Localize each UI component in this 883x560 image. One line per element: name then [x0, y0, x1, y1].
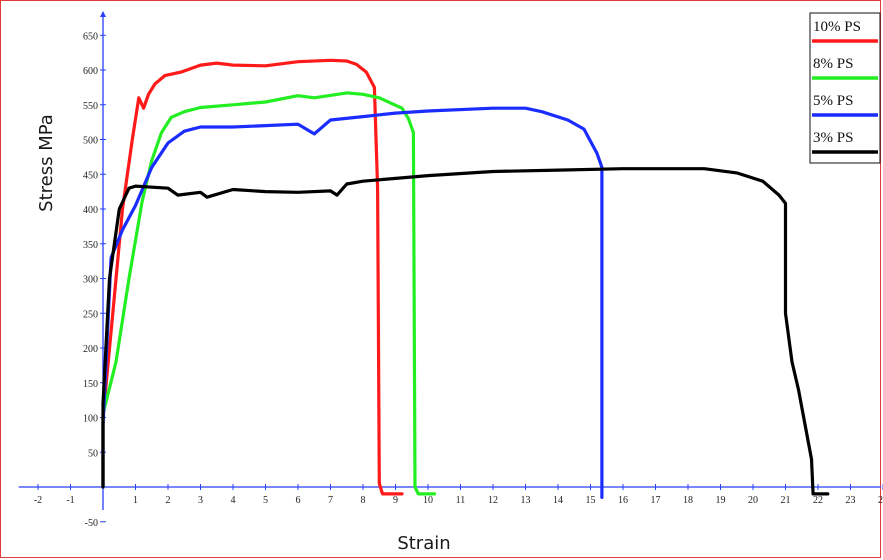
y-tick-label: 500 — [83, 136, 98, 147]
x-tick-label: 22 — [813, 495, 823, 506]
legend-box — [809, 12, 881, 164]
x-tick-label: 24 — [878, 495, 883, 506]
x-tick-label: 9 — [393, 495, 398, 506]
legend-label: 5% PS — [813, 93, 853, 109]
legend: 10% PS 8% PS 5% PS 3% PS — [809, 12, 881, 164]
x-tick-label: 17 — [651, 495, 661, 506]
x-tick-label: 10 — [423, 495, 433, 506]
x-tick-label: 21 — [781, 495, 791, 506]
y-tick-label: -50 — [85, 518, 98, 529]
x-tick-label: 19 — [716, 495, 726, 506]
x-axis-title: Strain — [397, 533, 450, 554]
legend-label: 3% PS — [813, 130, 853, 146]
y-axis-title: Stress MPa — [36, 114, 57, 212]
x-tick-label: 15 — [586, 495, 596, 506]
y-tick-label: 450 — [83, 170, 98, 181]
y-tick-label: 150 — [83, 379, 98, 390]
x-tick-label: 13 — [521, 495, 531, 506]
series-line-1 — [101, 91, 437, 496]
y-tick-label: 600 — [83, 66, 98, 77]
y-tick-label: 50 — [88, 448, 98, 459]
x-tick-label: 23 — [846, 495, 856, 506]
tick-labels: -2 -1 1 2 3 4 5 6 7 8 9 10 11 12 13 14 15 16 17 18 19 20 21 22 2… — [34, 31, 883, 529]
x-tick-label: 20 — [748, 495, 758, 506]
y-tick-label: 100 — [83, 414, 98, 425]
x-tick-label: 18 — [683, 495, 693, 506]
y-tick-label: 550 — [83, 101, 98, 112]
x-tick-label: 11 — [456, 495, 466, 506]
x-tick-label: 3 — [198, 495, 203, 506]
x-tick-label: 5 — [263, 495, 268, 506]
y-axis-arrow — [100, 11, 106, 17]
y-tick-label: 650 — [83, 31, 98, 42]
y-tick-label: 350 — [83, 240, 98, 251]
x-tick-label: 6 — [296, 495, 301, 506]
legend-label: 8% PS — [813, 56, 853, 72]
x-tick-label: 4 — [231, 495, 236, 506]
y-tick-label: 250 — [83, 309, 98, 320]
x-tick-label: -2 — [34, 495, 42, 506]
y-tick-label: 300 — [83, 275, 98, 286]
y-tick-label: 200 — [83, 344, 98, 355]
x-tick-label: 7 — [328, 495, 333, 506]
x-tick-label: 12 — [488, 495, 498, 506]
series-layer — [101, 58, 830, 499]
x-tick-label: -1 — [66, 495, 74, 506]
x-tick-label: 1 — [133, 495, 138, 506]
legend-label: 10% PS — [813, 19, 861, 35]
x-tick-label: 16 — [618, 495, 628, 506]
y-tick-label: 400 — [83, 205, 98, 216]
series-line-3 — [101, 167, 830, 496]
x-tick-label: 2 — [166, 495, 171, 506]
series-line-2 — [101, 106, 604, 499]
axes — [18, 11, 883, 523]
x-tick-label: 14 — [553, 495, 563, 506]
x-tick-label: 8 — [361, 495, 366, 506]
series-line-0 — [101, 58, 404, 496]
